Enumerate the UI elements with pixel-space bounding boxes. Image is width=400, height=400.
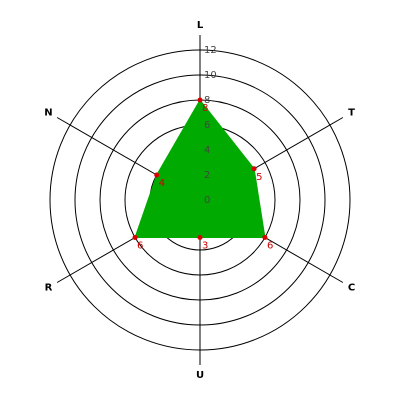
r-tick-label: 12 — [204, 45, 217, 56]
r-tick-label: 2 — [204, 170, 210, 181]
r-tick-label: 10 — [204, 70, 217, 81]
category-label: U — [196, 370, 204, 381]
radar-area — [134, 99, 266, 238]
category-label: C — [348, 283, 355, 294]
value-label: 5 — [256, 172, 262, 183]
value-label: 4 — [159, 178, 165, 189]
category-label: L — [197, 20, 204, 31]
value-label: 3 — [202, 241, 208, 252]
r-tick-label: 0 — [204, 195, 210, 206]
r-tick-label: 8 — [204, 95, 210, 106]
r-tick-label: 4 — [204, 145, 210, 156]
category-label: T — [348, 108, 355, 119]
point — [251, 166, 257, 172]
point — [132, 235, 138, 240]
value-label: 6 — [137, 241, 143, 252]
value-label: 6 — [267, 241, 273, 252]
r-tick-label: 6 — [204, 120, 210, 131]
point — [262, 235, 268, 240]
point — [197, 97, 203, 103]
point — [154, 172, 160, 178]
category-label: R — [45, 283, 53, 294]
point — [197, 235, 203, 240]
value-label: 8 — [202, 103, 208, 114]
category-label: N — [44, 108, 52, 119]
